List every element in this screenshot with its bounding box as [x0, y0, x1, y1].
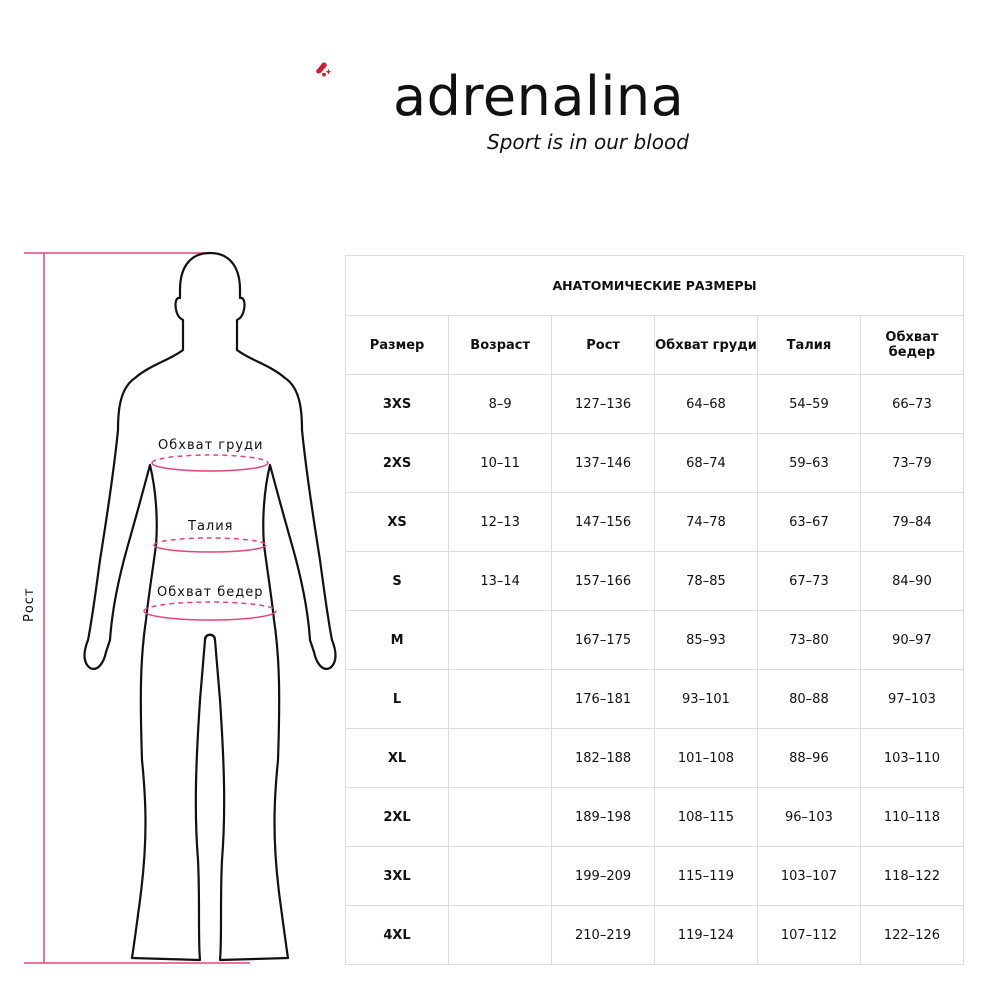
table-cell	[448, 846, 553, 906]
table-cell: 73–80	[756, 610, 861, 670]
table-cell: 189–198	[551, 787, 655, 847]
table-row: 3XL 199–209 115–119 103–107 118–122	[344, 846, 965, 906]
table-cell: 12–13	[448, 492, 553, 552]
table-cell: 74–78	[653, 492, 758, 552]
size-cell: 2XL	[344, 787, 450, 847]
table-cell: 108–115	[653, 787, 758, 847]
blood-drop-plus-icon	[316, 62, 331, 77]
table-row: XL 182–188 101–108 88–96 103–110	[344, 728, 965, 788]
table-cell: 118–122	[859, 846, 965, 906]
table-cell: 73–79	[859, 433, 965, 493]
table-cell: 59–63	[756, 433, 861, 493]
table-cell: 79–84	[859, 492, 965, 552]
table-cell: 103–110	[859, 728, 965, 788]
table-cell: 110–118	[859, 787, 965, 847]
table-cell	[448, 669, 553, 729]
table-cell: 85–93	[653, 610, 758, 670]
column-header: Талия	[756, 315, 861, 375]
table-cell: 67–73	[756, 551, 861, 611]
table-cell: 90–97	[859, 610, 965, 670]
size-cell: 3XL	[344, 846, 450, 906]
table-row: 4XL 210–219 119–124 107–112 122–126	[344, 905, 965, 965]
table-cell: 122–126	[859, 905, 965, 965]
table-cell: 167–175	[551, 610, 655, 670]
table-cell: 107–112	[756, 905, 861, 965]
table-title: АНАТОМИЧЕСКИЕ РАЗМЕРЫ	[345, 255, 964, 316]
table-cell	[448, 728, 553, 788]
column-header: Рост	[551, 315, 655, 375]
table-row: 2XS 10–11 137–146 68–74 59–63 73–79	[344, 433, 965, 493]
table-cell: 13–14	[448, 551, 553, 611]
table-cell: 63–67	[756, 492, 861, 552]
table-cell: 119–124	[653, 905, 758, 965]
height-label: Рост	[22, 587, 37, 622]
table-cell: 97–103	[859, 669, 965, 729]
table-cell: 137–146	[551, 433, 655, 493]
table-row: S 13–14 157–166 78–85 67–73 84–90	[344, 551, 965, 611]
chest-label: Обхват груди	[158, 438, 264, 453]
waist-label: Талия	[188, 519, 234, 534]
table-row: XS 12–13 147–156 74–78 63–67 79–84	[344, 492, 965, 552]
size-cell: XS	[344, 492, 450, 552]
hips-label: Обхват бедер	[157, 585, 264, 600]
table-cell: 80–88	[756, 669, 861, 729]
table-cell: 66–73	[859, 374, 965, 434]
table-cell: 8–9	[448, 374, 553, 434]
size-cell: 3XS	[344, 374, 450, 434]
size-cell: 4XL	[344, 905, 450, 965]
table-row: 2XL 189–198 108–115 96–103 110–118	[344, 787, 965, 847]
table-cell: 68–74	[653, 433, 758, 493]
table-cell	[448, 787, 553, 847]
table-row: 3XS 8–9 127–136 64–68 54–59 66–73	[344, 374, 965, 434]
table-cell: 176–181	[551, 669, 655, 729]
table-cell: 101–108	[653, 728, 758, 788]
table-cell: 78–85	[653, 551, 758, 611]
column-header: Размер	[344, 315, 450, 375]
table-header-row: Размер Возраст Рост Обхват груди Талия Обхват…	[344, 315, 965, 375]
size-cell: L	[344, 669, 450, 729]
table-cell: 157–166	[551, 551, 655, 611]
body-outline	[24, 251, 337, 964]
table-cell: 64–68	[653, 374, 758, 434]
table-cell: 199–209	[551, 846, 655, 906]
table-cell: 54–59	[756, 374, 861, 434]
size-cell: S	[344, 551, 450, 611]
size-table: АНАТОМИЧЕСКИЕ РАЗМЕРЫ Размер Возраст Рост О…	[344, 255, 965, 965]
table-cell: 182–188	[551, 728, 655, 788]
size-cell: XL	[344, 728, 450, 788]
brand-tagline: Sport is in our blood	[487, 130, 689, 154]
table-cell	[448, 905, 553, 965]
table-cell: 10–11	[448, 433, 553, 493]
table-cell	[448, 610, 553, 670]
table-cell: 127–136	[551, 374, 655, 434]
table-cell: 88–96	[756, 728, 861, 788]
size-cell: 2XS	[344, 433, 450, 493]
column-header: Обхват бедер	[859, 315, 965, 375]
size-cell: M	[344, 610, 450, 670]
table-row: M 167–175 85–93 73–80 90–97	[344, 610, 965, 670]
table-cell: 103–107	[756, 846, 861, 906]
table-cell: 96–103	[756, 787, 861, 847]
table-cell: 84–90	[859, 551, 965, 611]
table-cell: 210–219	[551, 905, 655, 965]
table-cell: 93–101	[653, 669, 758, 729]
column-header: Обхват груди	[653, 315, 758, 375]
table-cell: 115–119	[653, 846, 758, 906]
brand-name: adrenalina	[393, 65, 685, 128]
table-cell: 147–156	[551, 492, 655, 552]
column-header: Возраст	[448, 315, 553, 375]
table-row: L 176–181 93–101 80–88 97–103	[344, 669, 965, 729]
